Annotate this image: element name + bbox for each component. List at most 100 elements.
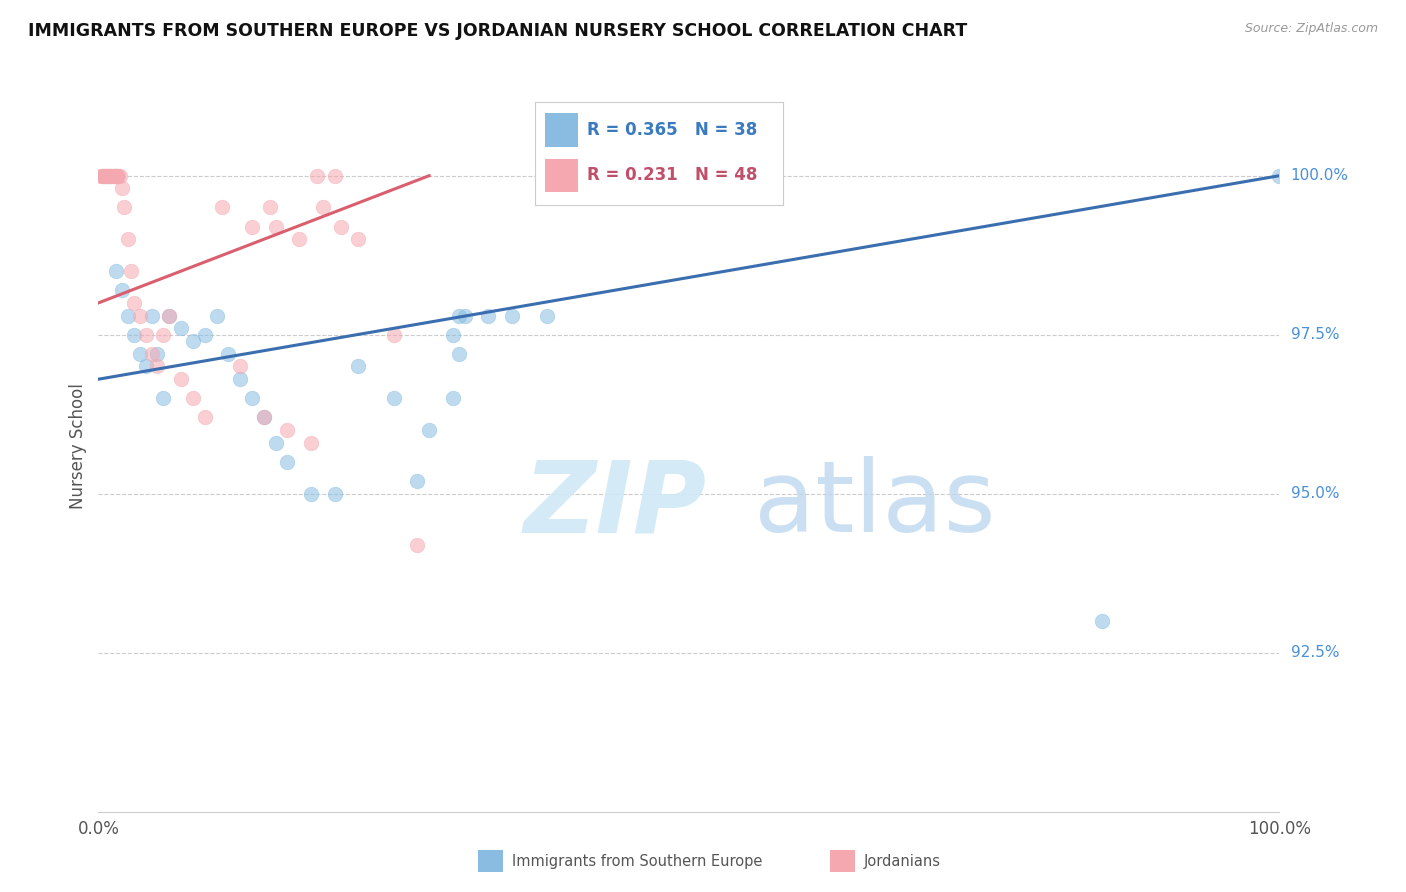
Point xyxy=(240,219,263,234)
Point xyxy=(253,410,276,425)
Point xyxy=(108,169,131,183)
Point xyxy=(157,309,180,323)
Point xyxy=(91,169,114,183)
Point xyxy=(101,169,124,183)
Text: IMMIGRANTS FROM SOUTHERN EUROPE VS JORDANIAN NURSERY SCHOOL CORRELATION CHART: IMMIGRANTS FROM SOUTHERN EUROPE VS JORDA… xyxy=(28,22,967,40)
Point xyxy=(100,169,122,183)
Point xyxy=(406,474,429,488)
Text: Jordanians: Jordanians xyxy=(863,854,941,869)
Point xyxy=(312,201,335,215)
Point xyxy=(406,538,429,552)
Point xyxy=(276,423,298,437)
Point xyxy=(157,309,180,323)
Point xyxy=(323,169,346,183)
Point xyxy=(111,181,134,195)
Point xyxy=(97,169,120,183)
Point xyxy=(181,334,204,348)
Point xyxy=(98,169,121,183)
Point xyxy=(170,372,193,386)
Point xyxy=(329,219,352,234)
Point xyxy=(105,169,128,183)
Point xyxy=(152,327,174,342)
Text: 97.5%: 97.5% xyxy=(1291,327,1339,343)
Point xyxy=(103,169,125,183)
Text: atlas: atlas xyxy=(754,456,995,553)
Point xyxy=(259,201,281,215)
Point xyxy=(194,327,217,342)
Bar xyxy=(546,159,578,193)
Point xyxy=(194,410,217,425)
Point xyxy=(299,486,322,500)
Text: 92.5%: 92.5% xyxy=(1291,645,1339,660)
Point xyxy=(135,327,157,342)
Point xyxy=(453,309,475,323)
Point xyxy=(141,347,163,361)
Text: Source: ZipAtlas.com: Source: ZipAtlas.com xyxy=(1244,22,1378,36)
Text: R = 0.365   N = 38: R = 0.365 N = 38 xyxy=(588,121,758,139)
Text: 95.0%: 95.0% xyxy=(1291,486,1339,501)
Point xyxy=(229,359,252,374)
Point xyxy=(93,169,115,183)
Point xyxy=(323,486,346,500)
Point xyxy=(240,392,263,406)
Point xyxy=(382,327,405,342)
Point xyxy=(253,410,276,425)
Point xyxy=(447,347,470,361)
Point xyxy=(1268,169,1291,183)
Point xyxy=(146,347,169,361)
Point xyxy=(181,392,204,406)
Point xyxy=(128,309,150,323)
Point xyxy=(441,392,464,406)
Point xyxy=(211,201,233,215)
Point xyxy=(91,169,114,183)
Y-axis label: Nursery School: Nursery School xyxy=(69,383,87,509)
Text: Immigrants from Southern Europe: Immigrants from Southern Europe xyxy=(512,854,762,869)
Point xyxy=(501,309,523,323)
Point xyxy=(205,309,228,323)
Point xyxy=(536,309,558,323)
Point xyxy=(107,169,129,183)
Point xyxy=(90,169,112,183)
Point xyxy=(170,321,193,335)
Point xyxy=(117,232,139,246)
Point xyxy=(96,169,118,183)
Point xyxy=(305,169,328,183)
Point xyxy=(264,435,287,450)
Point xyxy=(98,169,121,183)
Point xyxy=(104,169,127,183)
Bar xyxy=(546,113,578,147)
Point xyxy=(229,372,252,386)
Point xyxy=(418,423,440,437)
Point xyxy=(94,169,117,183)
Point xyxy=(288,232,311,246)
Point xyxy=(112,201,135,215)
Point xyxy=(117,309,139,323)
Point xyxy=(122,296,145,310)
Point xyxy=(135,359,157,374)
Point xyxy=(264,219,287,234)
Point xyxy=(122,327,145,342)
Point xyxy=(98,169,121,183)
Point xyxy=(105,169,128,183)
Point xyxy=(105,169,128,183)
Text: 100.0%: 100.0% xyxy=(1291,169,1348,183)
Point xyxy=(347,232,370,246)
Point xyxy=(105,264,128,278)
Point xyxy=(146,359,169,374)
Point xyxy=(382,392,405,406)
Point xyxy=(1091,614,1114,628)
Point xyxy=(152,392,174,406)
Point xyxy=(447,309,470,323)
Point xyxy=(217,347,239,361)
Point xyxy=(276,455,298,469)
Point xyxy=(128,347,150,361)
Point xyxy=(477,309,499,323)
Point xyxy=(441,327,464,342)
Text: ZIP: ZIP xyxy=(523,456,707,553)
Point xyxy=(111,283,134,297)
Point xyxy=(121,264,143,278)
Point xyxy=(299,435,322,450)
Point xyxy=(93,169,115,183)
Point xyxy=(141,309,163,323)
Point xyxy=(347,359,370,374)
